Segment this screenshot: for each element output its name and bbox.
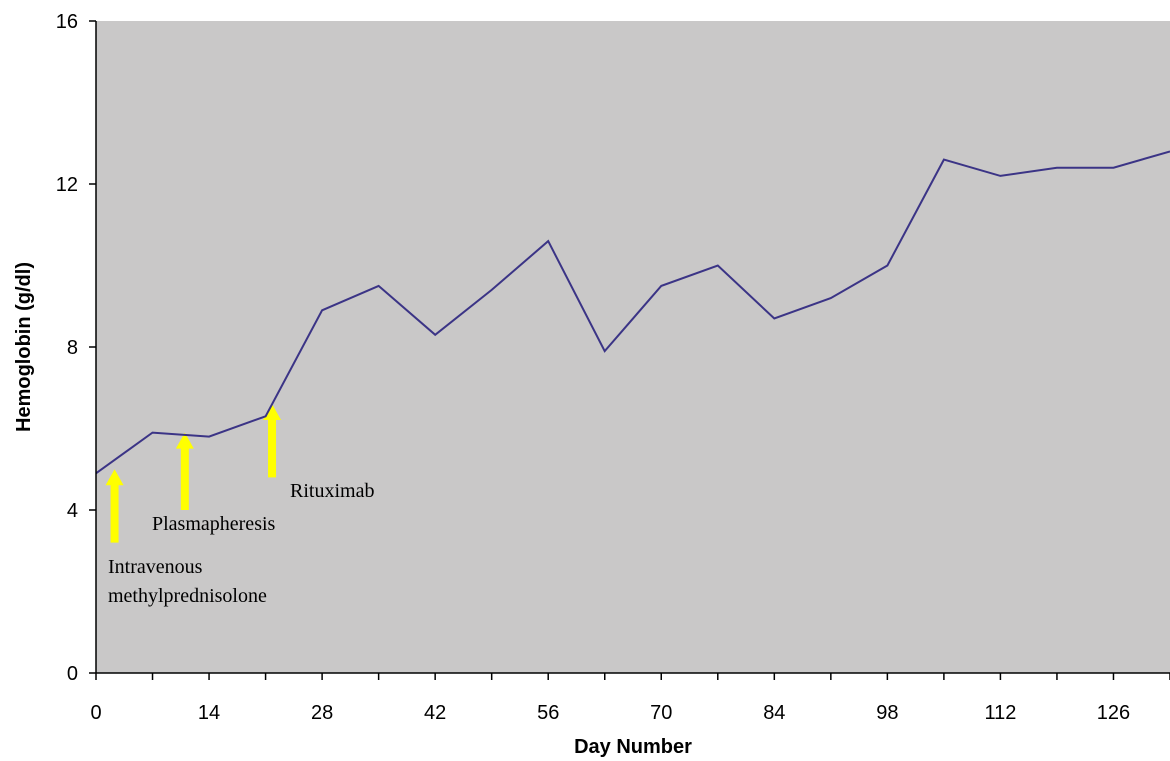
y-tick-label: 0 xyxy=(67,663,78,685)
y-tick-label: 16 xyxy=(56,11,78,33)
x-tick-label: 42 xyxy=(424,702,446,724)
annotation-arrow-1 xyxy=(175,432,194,510)
plot-area xyxy=(96,21,1170,673)
x-axis-title: Day Number xyxy=(574,736,692,758)
annotation-plasmapheresis: Plasmapheresis xyxy=(152,513,276,535)
x-tick-label: 14 xyxy=(198,702,220,724)
annotation-rituximab: Rituximab xyxy=(290,480,374,502)
annotation-arrows xyxy=(105,404,282,543)
y-tick-label: 4 xyxy=(67,500,78,522)
x-tick-label: 70 xyxy=(650,702,672,724)
x-tick-label: 28 xyxy=(311,702,333,724)
annotation-arrow-0 xyxy=(105,469,124,543)
x-axis-ticks: 0 14 28 42 56 70 84 98 112 126 xyxy=(90,673,1170,724)
x-tick-label: 56 xyxy=(537,702,559,724)
annotation-labels: Intravenous methylprednisolone Plasmaphe… xyxy=(108,480,374,607)
x-tick-label: 98 xyxy=(876,702,898,724)
y-axis-title: Hemoglobin (g/dl) xyxy=(13,262,35,432)
y-tick-label: 8 xyxy=(67,337,78,359)
annotation-ivmp-line1: Intravenous xyxy=(108,556,203,578)
x-tick-label: 84 xyxy=(763,702,785,724)
annotation-ivmp-line2: methylprednisolone xyxy=(108,585,267,607)
annotation-arrow-2 xyxy=(263,404,282,478)
y-axis-ticks: 0 4 8 12 16 xyxy=(56,11,96,685)
hemoglobin-series-line xyxy=(95,150,1170,475)
x-tick-label: 112 xyxy=(984,702,1016,724)
x-tick-label: 126 xyxy=(1097,702,1130,724)
x-tick-label: 0 xyxy=(90,702,101,724)
y-tick-label: 12 xyxy=(56,174,78,196)
